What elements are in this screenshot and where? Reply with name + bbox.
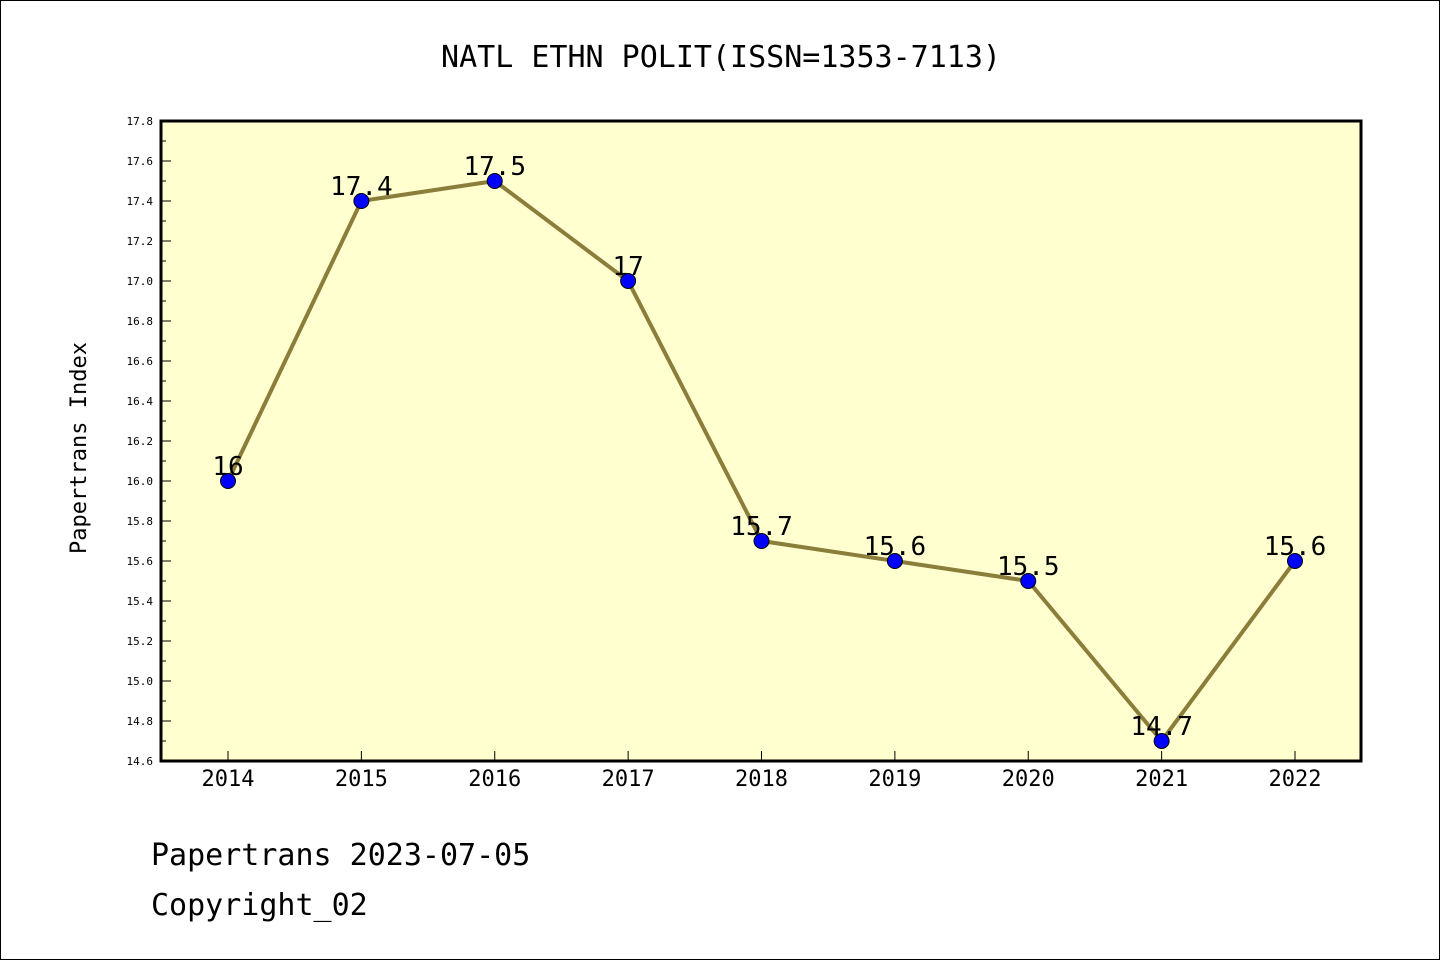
- y-axis-ticks: 14.6 14.8 15.0 15.2 15.4 15.6 15.8 16.0 16.2 16.4…: [127, 115, 171, 768]
- data-label: 14.7: [1130, 712, 1193, 742]
- y-tick-label: 15.6: [127, 555, 154, 568]
- y-tick-label: 15.4: [127, 595, 154, 608]
- footer-date: Papertrans 2023-07-05: [151, 838, 530, 873]
- data-point: [1153, 733, 1170, 749]
- data-label: 17: [612, 252, 643, 282]
- y-tick-label: 15.2: [127, 635, 154, 648]
- data-point: [220, 473, 236, 489]
- data-label: 15.6: [1264, 532, 1327, 562]
- x-tick-label: 2014: [202, 767, 255, 792]
- footer-copyright: Copyright_02: [151, 888, 368, 923]
- y-tick-label: 16.6: [127, 355, 154, 368]
- x-tick-label: 2022: [1269, 767, 1322, 792]
- data-label: 17.4: [330, 172, 393, 202]
- plot-border: [159, 119, 1363, 763]
- data-point: [1020, 573, 1037, 589]
- x-axis-ticks: 2014 2015 2016 2017 2018 2019 2020 2021 2022: [202, 751, 1322, 792]
- x-tick-label: 2018: [735, 767, 788, 792]
- y-tick-label: 17.6: [127, 155, 154, 168]
- data-label: 15.7: [730, 512, 793, 542]
- series-group: 16 17.4 17.5 17 15.7 15.6 15.5 14.7 15.6: [212, 152, 1326, 749]
- y-tick-label: 14.8: [127, 715, 154, 728]
- y-tick-label: 17.2: [127, 235, 154, 248]
- y-axis-label: Papertrans Index: [67, 342, 92, 554]
- data-point: [1287, 553, 1303, 569]
- data-label: 17.5: [463, 152, 526, 182]
- x-tick-label: 2017: [602, 767, 655, 792]
- x-tick-label: 2021: [1135, 767, 1188, 792]
- x-tick-label: 2019: [868, 767, 921, 792]
- y-tick-label: 15.8: [127, 515, 154, 528]
- y-tick-label: 16.8: [127, 315, 154, 328]
- x-tick-label: 2020: [1002, 767, 1055, 792]
- data-label: 16: [212, 452, 243, 482]
- data-label: 15.6: [864, 532, 927, 562]
- data-point: [753, 533, 770, 549]
- y-tick-label: 16.0: [127, 475, 154, 488]
- y-tick-label: 15.0: [127, 675, 154, 688]
- chart-title: NATL ETHN POLIT(ISSN=1353-7113): [441, 40, 1001, 75]
- data-label: 15.5: [997, 552, 1060, 582]
- y-tick-label: 17.8: [127, 115, 154, 128]
- plot-area: [161, 121, 1361, 761]
- y-tick-label: 16.4: [127, 395, 154, 408]
- data-point: [353, 193, 370, 209]
- y-tick-label: 14.6: [127, 755, 154, 768]
- y-tick-label: 17.0: [127, 275, 154, 288]
- x-tick-label: 2015: [335, 767, 388, 792]
- y-tick-label: 16.2: [127, 435, 154, 448]
- y-tick-label: 17.4: [127, 195, 154, 208]
- data-point: [486, 173, 503, 189]
- data-point: [620, 273, 637, 289]
- x-tick-label: 2016: [468, 767, 521, 792]
- data-point: [886, 553, 903, 569]
